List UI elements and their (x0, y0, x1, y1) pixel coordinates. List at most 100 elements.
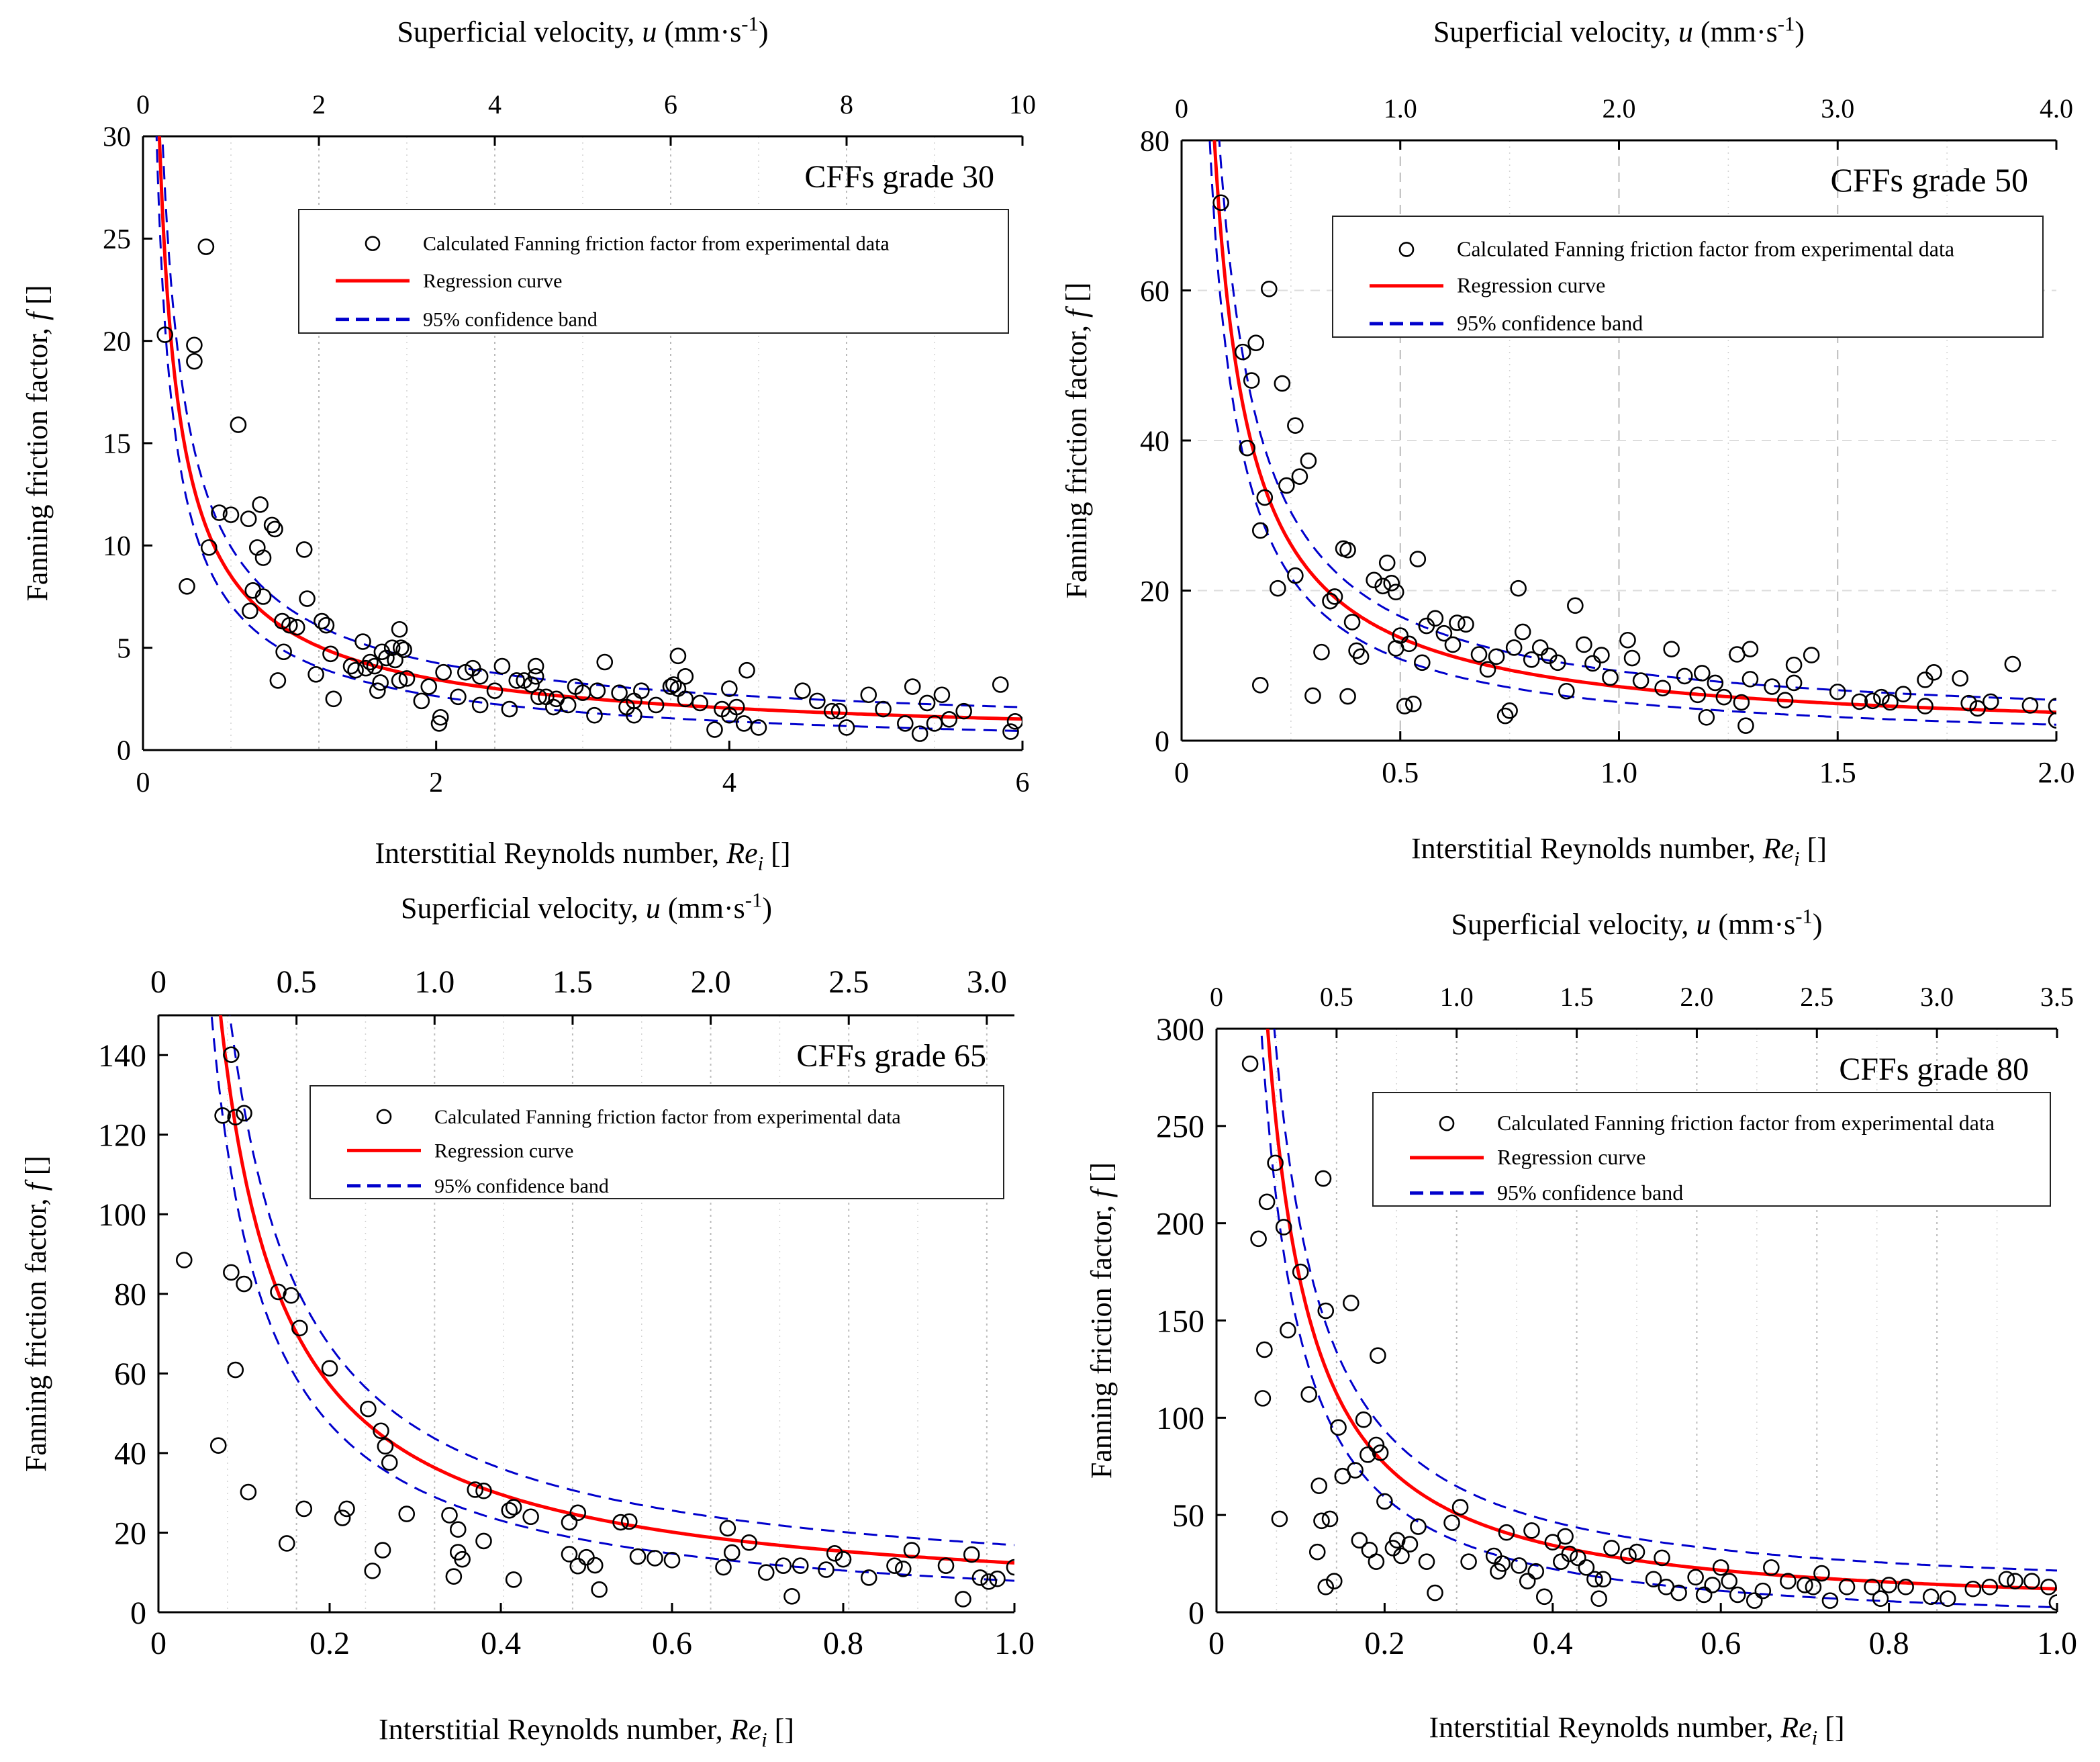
data-point (299, 590, 316, 607)
data-point (903, 1542, 920, 1559)
data-point (723, 1544, 741, 1561)
data-point (1267, 1154, 1284, 1172)
y-tick-label: 100 (98, 1197, 146, 1233)
chart-title: CFFs grade 50 (1831, 161, 2028, 199)
y-tick-label: 20 (114, 1516, 146, 1551)
data-point (1754, 1582, 1772, 1599)
data-point (197, 238, 215, 255)
data-point (291, 1319, 308, 1337)
data-point (1355, 1411, 1372, 1428)
data-point (475, 1532, 492, 1550)
plot-area (1208, 140, 2056, 734)
legend-point-icon (1398, 242, 1415, 257)
data-point (1310, 1477, 1328, 1495)
data-point (1372, 1444, 1389, 1461)
data-point (501, 1501, 518, 1519)
data-point (620, 1513, 638, 1530)
data-point (1689, 686, 1707, 704)
x-tick-label: 0 (1174, 756, 1189, 789)
data-point (1505, 639, 1523, 656)
data-point (1873, 688, 1890, 706)
y-tick-label: 0 (1188, 1595, 1204, 1631)
data-point (794, 682, 811, 699)
data-point (826, 1544, 843, 1562)
data-point (378, 649, 395, 667)
data-point (662, 678, 679, 695)
data-point (1315, 1170, 1332, 1187)
data-point (818, 1561, 834, 1578)
confidence-band-lower (155, 136, 1022, 733)
data-point (278, 1535, 295, 1552)
data-point (647, 1550, 663, 1567)
x-tick-label: 0.8 (1869, 1626, 1909, 1661)
data-point (1275, 1219, 1292, 1236)
y-tick-label: 40 (1140, 424, 1170, 457)
data-point (209, 1437, 227, 1454)
data-point (236, 1275, 252, 1293)
data-point (1494, 1555, 1511, 1572)
data-point (1584, 655, 1601, 672)
data-point (269, 672, 287, 689)
legend-label-points: Calculated Fanning friction factor from … (423, 233, 890, 255)
data-point (2007, 1573, 2023, 1589)
data-point (1561, 1545, 1578, 1563)
data-point (295, 1500, 313, 1518)
x-axis-label: Interstitial Reynolds number, Rei [] (1411, 832, 1827, 870)
x2-tick-label: 2.5 (1800, 982, 1833, 1012)
x-axis-label: Interstitial Reynolds number, Rei [] (379, 1713, 794, 1751)
x-tick-label: 1.5 (1819, 756, 1856, 789)
data-point (321, 1360, 338, 1377)
data-point (1785, 656, 1803, 674)
data-point (989, 1570, 1006, 1587)
x2-tick-label: 0.5 (277, 964, 317, 1000)
data-point (283, 1287, 299, 1304)
data-point (314, 612, 330, 630)
data-point (586, 706, 603, 724)
x2-tick-label: 0 (150, 964, 166, 1000)
data-point (1347, 1462, 1364, 1479)
data-point (227, 1361, 244, 1379)
data-point (1317, 1302, 1335, 1319)
legend: Calculated Fanning friction factor from … (1372, 1092, 2051, 1207)
confidence-band-lower (1208, 140, 2056, 726)
data-point (1251, 677, 1269, 694)
legend-label-regression: Regression curve (1497, 1145, 1645, 1169)
data-point (240, 510, 257, 528)
data-point (1392, 627, 1409, 644)
data-point (214, 1107, 231, 1124)
x2-tick-label: 0 (1210, 982, 1223, 1012)
data-point (369, 682, 386, 699)
x-tick-label: 6 (1016, 768, 1030, 798)
data-point (1479, 661, 1496, 678)
y-tick-label: 60 (1140, 275, 1170, 308)
data-point (2023, 1573, 2040, 1589)
data-point (398, 1505, 416, 1522)
data-point (1300, 452, 1317, 469)
data-point (955, 702, 972, 720)
data-point (1917, 698, 1934, 714)
y-tick-label: 20 (1140, 575, 1170, 608)
data-point (569, 1557, 587, 1575)
data-point (1514, 623, 1531, 641)
data-point (486, 682, 504, 699)
data-point (1925, 664, 1942, 681)
data-point (527, 657, 544, 675)
y-tick-label: 300 (1156, 1012, 1204, 1048)
data-point (1776, 692, 1794, 708)
data-point (1593, 647, 1610, 663)
data-point (373, 1422, 389, 1440)
x2-tick-label: 1.0 (1384, 93, 1417, 124)
legend-point-icon (365, 236, 381, 251)
data-point (1370, 1347, 1386, 1364)
data-point (1304, 687, 1321, 704)
data-point (629, 1548, 647, 1565)
data-point (750, 719, 767, 736)
data-point (383, 639, 401, 656)
data-point (1523, 651, 1540, 668)
x2-tick-label: 1.5 (1560, 982, 1594, 1012)
data-point (1570, 1549, 1586, 1567)
data-point (1576, 636, 1592, 653)
data-point (1619, 631, 1636, 649)
data-point (1969, 700, 1987, 717)
